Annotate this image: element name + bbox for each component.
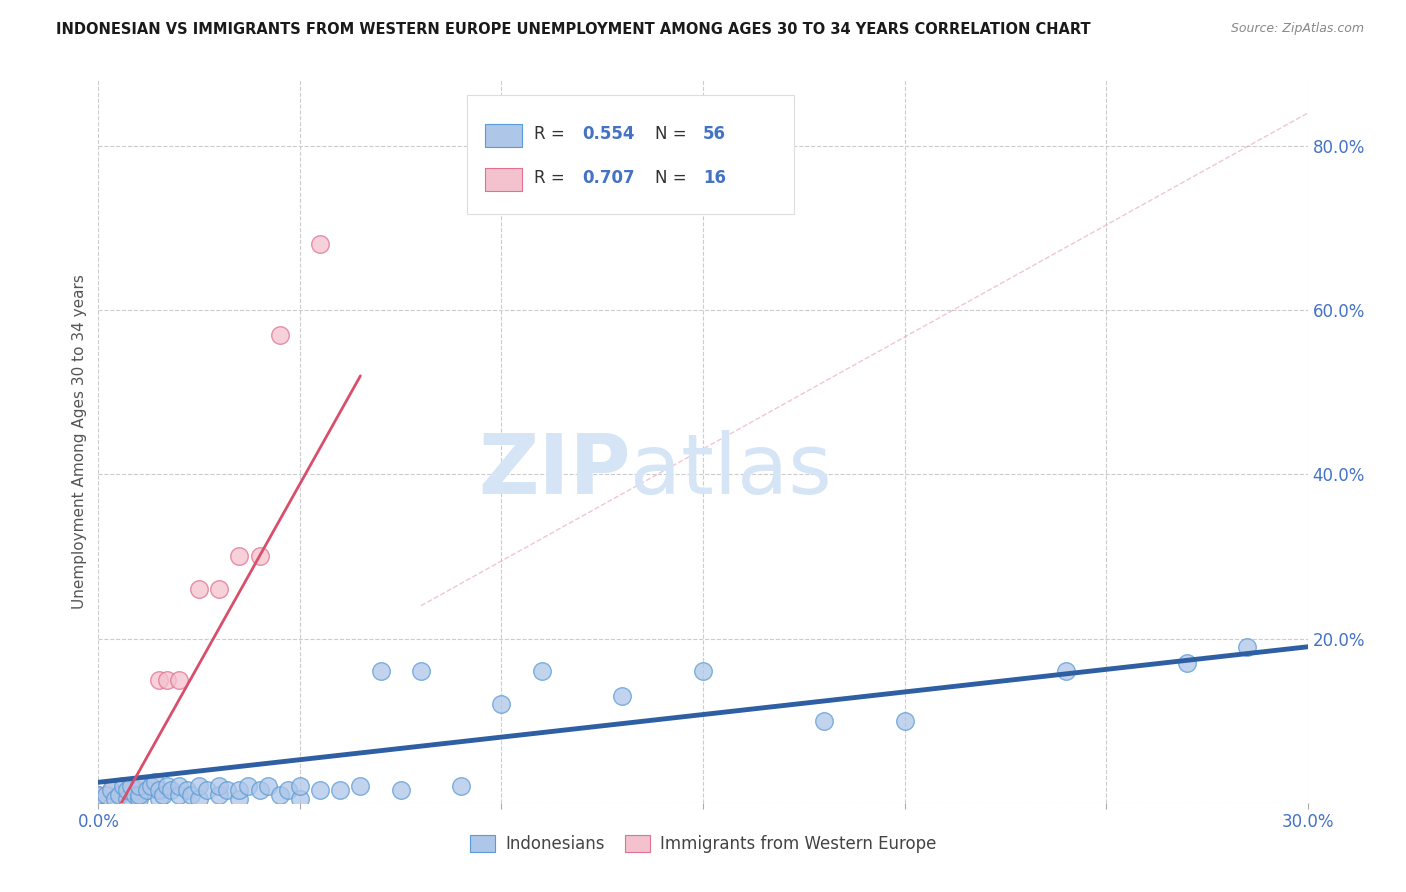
- Point: [188, 582, 211, 597]
- Point: [167, 780, 190, 794]
- Text: ZIP: ZIP: [478, 430, 630, 511]
- Point: [269, 788, 291, 802]
- Point: [1054, 665, 1077, 679]
- Point: [893, 714, 915, 728]
- Point: [120, 783, 142, 797]
- Point: [195, 783, 218, 797]
- Text: Source: ZipAtlas.com: Source: ZipAtlas.com: [1230, 22, 1364, 36]
- Point: [450, 780, 472, 794]
- Point: [249, 783, 271, 797]
- Text: 56: 56: [703, 126, 725, 144]
- Text: 16: 16: [703, 169, 725, 186]
- Point: [813, 714, 835, 728]
- Point: [188, 780, 211, 794]
- Point: [188, 791, 211, 805]
- Point: [167, 788, 190, 802]
- Point: [692, 665, 714, 679]
- Point: [167, 673, 190, 687]
- Point: [156, 780, 179, 794]
- Point: [1236, 640, 1258, 654]
- Point: [135, 783, 157, 797]
- Bar: [485, 168, 522, 191]
- Point: [111, 780, 134, 794]
- Text: N =: N =: [655, 169, 692, 186]
- Text: R =: R =: [534, 169, 569, 186]
- Point: [160, 783, 183, 797]
- Point: [135, 783, 157, 797]
- Point: [107, 788, 129, 802]
- Point: [612, 689, 634, 703]
- Point: [176, 783, 198, 797]
- Y-axis label: Unemployment Among Ages 30 to 34 years: Unemployment Among Ages 30 to 34 years: [72, 274, 87, 609]
- Point: [139, 780, 162, 794]
- Point: [208, 788, 231, 802]
- Point: [349, 780, 371, 794]
- Text: N =: N =: [655, 126, 692, 144]
- Point: [148, 673, 170, 687]
- Point: [228, 549, 250, 564]
- Point: [143, 775, 166, 789]
- Point: [115, 791, 138, 805]
- Point: [148, 791, 170, 805]
- Point: [1175, 657, 1198, 671]
- Point: [100, 783, 122, 797]
- Point: [309, 783, 332, 797]
- Point: [288, 791, 311, 805]
- Point: [107, 788, 129, 802]
- Point: [269, 327, 291, 342]
- Point: [249, 549, 271, 564]
- Point: [128, 788, 150, 802]
- Point: [115, 783, 138, 797]
- Point: [100, 783, 122, 797]
- Legend: Indonesians, Immigrants from Western Europe: Indonesians, Immigrants from Western Eur…: [464, 828, 942, 860]
- Point: [370, 665, 392, 679]
- Point: [156, 673, 179, 687]
- Point: [228, 791, 250, 805]
- Point: [96, 788, 118, 802]
- Point: [256, 780, 278, 794]
- Point: [128, 791, 150, 805]
- Point: [288, 780, 311, 794]
- Text: atlas: atlas: [630, 430, 832, 511]
- Point: [217, 783, 239, 797]
- Point: [87, 788, 110, 802]
- Text: 0.554: 0.554: [582, 126, 634, 144]
- Point: [228, 783, 250, 797]
- Point: [180, 788, 202, 802]
- Point: [309, 237, 332, 252]
- Point: [87, 788, 110, 802]
- Point: [124, 788, 146, 802]
- Point: [120, 780, 142, 794]
- Point: [115, 783, 138, 797]
- Bar: [485, 124, 522, 147]
- Point: [208, 780, 231, 794]
- Text: 0.707: 0.707: [582, 169, 634, 186]
- Text: R =: R =: [534, 126, 569, 144]
- Point: [128, 780, 150, 794]
- Point: [148, 783, 170, 797]
- Point: [208, 582, 231, 597]
- Point: [277, 783, 299, 797]
- Point: [103, 791, 125, 805]
- Text: INDONESIAN VS IMMIGRANTS FROM WESTERN EUROPE UNEMPLOYMENT AMONG AGES 30 TO 34 YE: INDONESIAN VS IMMIGRANTS FROM WESTERN EU…: [56, 22, 1091, 37]
- Point: [128, 783, 150, 797]
- Point: [491, 698, 513, 712]
- Point: [152, 788, 174, 802]
- Point: [530, 665, 553, 679]
- FancyBboxPatch shape: [467, 95, 793, 214]
- Point: [236, 780, 259, 794]
- Point: [409, 665, 432, 679]
- Point: [329, 783, 352, 797]
- Point: [389, 783, 412, 797]
